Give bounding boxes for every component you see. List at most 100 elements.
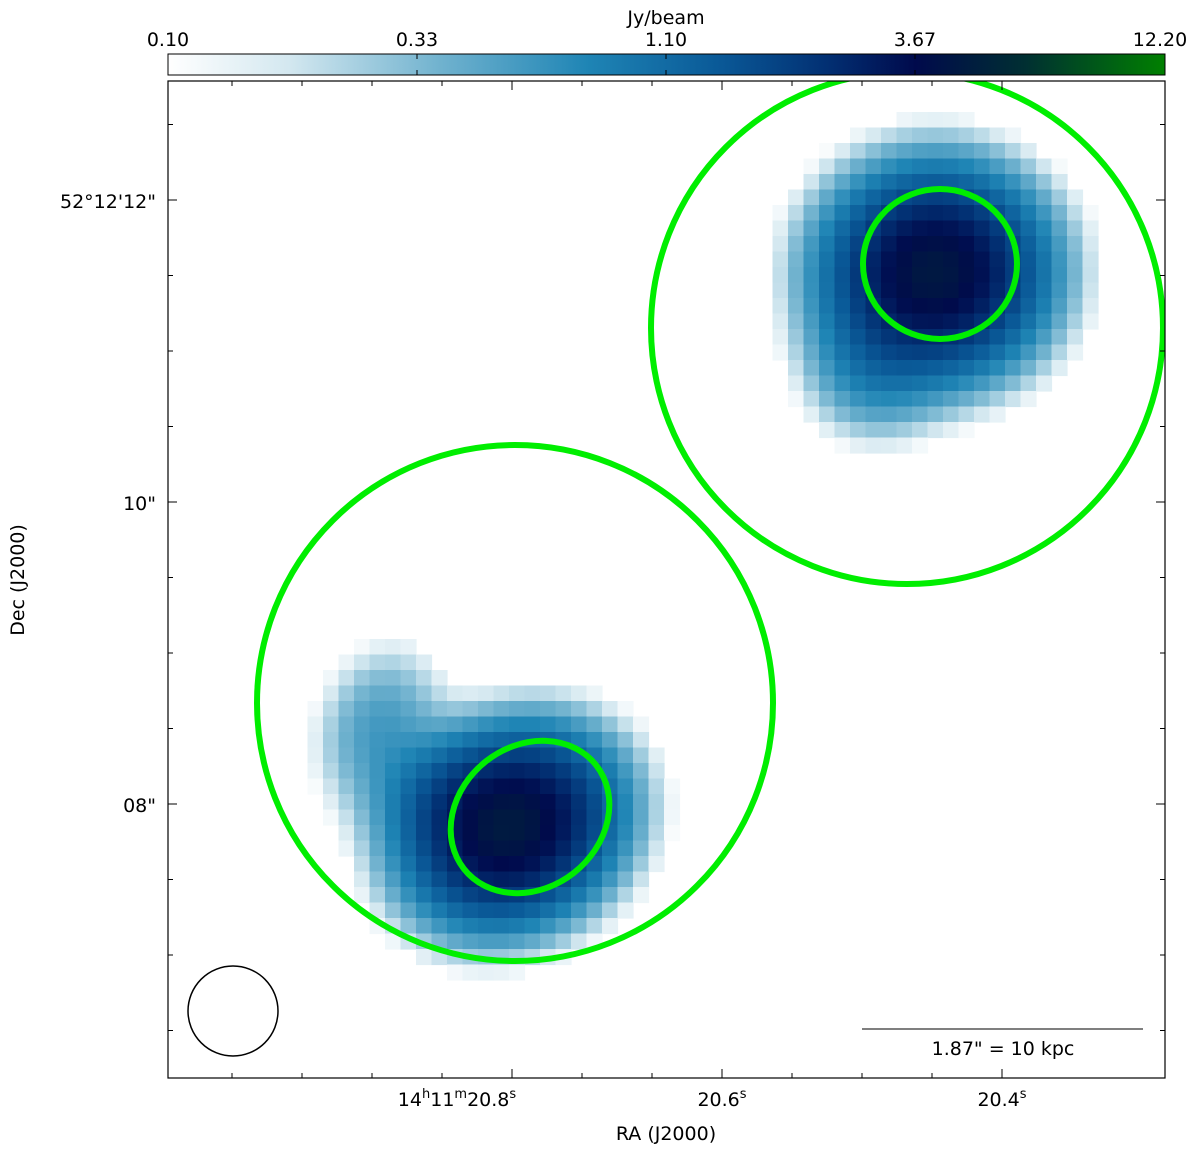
- emission-pixel: [540, 701, 557, 718]
- emission-pixel: [834, 220, 851, 237]
- emission-pixel: [989, 329, 1006, 346]
- emission-pixel: [416, 732, 433, 749]
- emission-pixel: [447, 902, 464, 919]
- emission-pixel: [1036, 251, 1053, 268]
- emission-pixel: [958, 174, 975, 191]
- emission-pixel: [1005, 375, 1022, 392]
- emission-pixel: [447, 918, 464, 935]
- emission-pixel: [447, 763, 464, 780]
- emission-pixel: [555, 840, 572, 857]
- emission-pixel: [648, 763, 665, 780]
- emission-pixel: [338, 716, 355, 733]
- emission-pixel: [850, 329, 867, 346]
- emission-pixel: [648, 840, 665, 857]
- emission-pixel: [431, 871, 448, 888]
- emission-pixel: [509, 778, 526, 795]
- emission-pixel: [1051, 205, 1068, 222]
- emission-pixel: [586, 871, 603, 888]
- emission-pixel: [958, 127, 975, 144]
- emission-pixel: [803, 406, 820, 423]
- emission-pixel: [617, 763, 634, 780]
- emission-pixel: [648, 778, 665, 795]
- emission-pixel: [865, 189, 882, 206]
- emission-pixel: [509, 840, 526, 857]
- emission-pixel: [881, 220, 898, 237]
- emission-pixel: [571, 840, 588, 857]
- emission-pixel: [555, 794, 572, 811]
- emission-pixel: [524, 794, 541, 811]
- emission-pixel: [648, 747, 665, 764]
- emission-pixel: [524, 871, 541, 888]
- emission-pixel: [819, 158, 836, 175]
- emission-pixel: [958, 344, 975, 361]
- emission-pixel: [524, 763, 541, 780]
- emission-pixel: [478, 809, 495, 826]
- emission-pixel: [1020, 143, 1037, 160]
- emission-pixel: [462, 809, 479, 826]
- emission-pixel: [850, 189, 867, 206]
- emission-pixel: [1005, 344, 1022, 361]
- emission-pixel: [617, 856, 634, 873]
- emission-pixel: [1051, 360, 1068, 377]
- emission-pixel: [617, 840, 634, 857]
- emission-pixel: [943, 158, 960, 175]
- emission-pixel: [493, 964, 510, 981]
- emission-pixel: [912, 344, 929, 361]
- emission-pixel: [602, 856, 619, 873]
- emission-pixel: [927, 422, 944, 439]
- emission-pixel: [540, 778, 557, 795]
- emission-pixel: [633, 763, 650, 780]
- emission-pixel: [912, 127, 929, 144]
- emission-pixel: [478, 933, 495, 950]
- emission-pixel: [896, 236, 913, 253]
- emission-pixel: [416, 871, 433, 888]
- emission-pixel: [385, 670, 402, 687]
- emission-pixel: [400, 685, 417, 702]
- emission-pixel: [834, 375, 851, 392]
- emission-pixel: [865, 360, 882, 377]
- emission-pixel: [958, 143, 975, 160]
- aperture-circle-1: [254, 442, 776, 964]
- emission-pixel: [850, 422, 867, 439]
- emission-pixel: [1067, 313, 1084, 330]
- emission-pixel: [850, 344, 867, 361]
- emission-pixel: [1020, 282, 1037, 299]
- emission-pixel: [400, 902, 417, 919]
- emission-pixel: [881, 298, 898, 315]
- emission-pixel: [958, 406, 975, 423]
- emission-pixel: [788, 375, 805, 392]
- emission-pixel: [586, 825, 603, 842]
- emission-pixel: [555, 778, 572, 795]
- emission-pixel: [1020, 313, 1037, 330]
- emission-pixel: [509, 809, 526, 826]
- emission-pixel: [354, 840, 371, 857]
- emission-pixel: [788, 282, 805, 299]
- emission-pixel: [1067, 267, 1084, 284]
- emission-pixel: [385, 856, 402, 873]
- emission-pixel: [772, 298, 789, 315]
- emission-pixel: [617, 701, 634, 718]
- colorbar-tick-label-3: 3.67: [894, 29, 936, 51]
- emission-pixel: [1020, 344, 1037, 361]
- emission-pixel: [493, 856, 510, 873]
- emission-pixel: [1082, 313, 1099, 330]
- emission-pixel: [1067, 220, 1084, 237]
- emission-pixel: [493, 825, 510, 842]
- emission-pixel: [943, 344, 960, 361]
- emission-pixel: [896, 112, 913, 129]
- emission-pixel: [912, 220, 929, 237]
- emission-pixel: [478, 778, 495, 795]
- emission-pixel: [602, 763, 619, 780]
- emission-pixel: [354, 778, 371, 795]
- emission-pixel: [834, 189, 851, 206]
- emission-pixel: [834, 360, 851, 377]
- emission-pixel: [571, 918, 588, 935]
- emission-pixel: [865, 127, 882, 144]
- emission-pixel: [881, 406, 898, 423]
- emission-pixel: [850, 375, 867, 392]
- emission-pixel: [416, 747, 433, 764]
- emission-pixel: [648, 809, 665, 826]
- emission-pixel: [633, 825, 650, 842]
- emission-pixel: [1020, 251, 1037, 268]
- emission-pixel: [989, 375, 1006, 392]
